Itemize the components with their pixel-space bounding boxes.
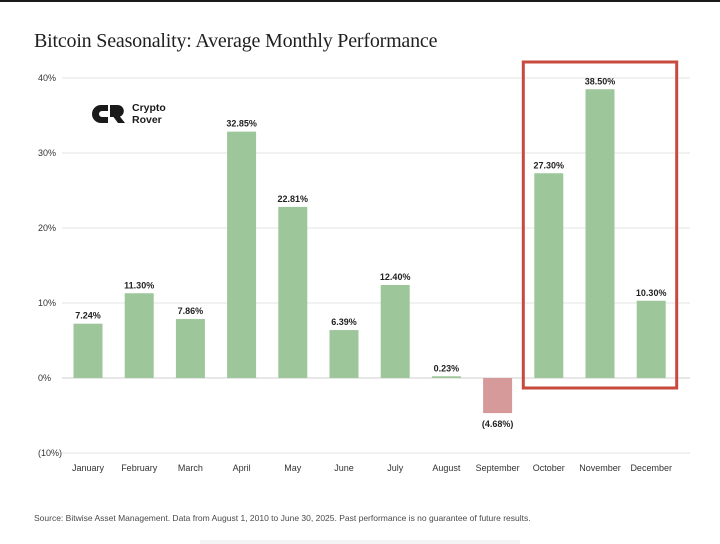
bottom-strip bbox=[200, 540, 520, 544]
bar bbox=[636, 300, 666, 378]
bar bbox=[534, 173, 564, 378]
data-label: 0.23% bbox=[434, 363, 460, 373]
x-tick-label: May bbox=[284, 463, 302, 473]
data-label: 38.50% bbox=[585, 76, 616, 86]
x-tick-label: April bbox=[233, 463, 251, 473]
data-label: 11.30% bbox=[124, 280, 154, 290]
logo-line-2: Rover bbox=[132, 114, 162, 126]
bar bbox=[227, 131, 257, 378]
bar bbox=[124, 293, 154, 378]
bar bbox=[73, 323, 103, 378]
bar bbox=[380, 285, 410, 378]
x-tick-label: September bbox=[476, 463, 520, 473]
bar bbox=[483, 378, 513, 414]
y-tick-label: 30% bbox=[38, 148, 56, 158]
data-label: 32.85% bbox=[226, 119, 257, 129]
data-label: 6.39% bbox=[331, 317, 357, 327]
x-tick-label: August bbox=[432, 463, 461, 473]
x-tick-label: January bbox=[72, 463, 105, 473]
data-label: 10.30% bbox=[636, 288, 667, 298]
bar bbox=[175, 319, 205, 378]
data-label: (4.68%) bbox=[482, 419, 514, 429]
data-label: 12.40% bbox=[380, 272, 411, 282]
data-label: 22.81% bbox=[278, 194, 309, 204]
y-tick-label: 40% bbox=[38, 73, 56, 83]
x-tick-label: December bbox=[630, 463, 672, 473]
bar bbox=[585, 89, 615, 378]
x-tick-label: October bbox=[533, 463, 565, 473]
x-tick-label: November bbox=[579, 463, 621, 473]
data-label: 27.30% bbox=[534, 160, 565, 170]
bar bbox=[431, 376, 461, 378]
chart-title: Bitcoin Seasonality: Average Monthly Per… bbox=[34, 30, 438, 52]
top-rule bbox=[0, 0, 720, 2]
data-label: 7.24% bbox=[75, 311, 101, 321]
crypto-rover-logo: Crypto Rover bbox=[92, 102, 166, 126]
logo-line-1: Crypto bbox=[132, 102, 166, 114]
y-tick-label: 20% bbox=[38, 223, 56, 233]
x-tick-label: March bbox=[178, 463, 203, 473]
source-note: Source: Bitwise Asset Management. Data f… bbox=[34, 513, 531, 523]
x-tick-label: July bbox=[387, 463, 404, 473]
bar bbox=[329, 330, 359, 378]
x-tick-label: June bbox=[334, 463, 354, 473]
bar bbox=[278, 206, 308, 378]
x-tick-label: February bbox=[121, 463, 158, 473]
y-tick-label: (10%) bbox=[38, 448, 62, 458]
highlight-box bbox=[521, 60, 679, 390]
y-tick-label: 0% bbox=[38, 373, 51, 383]
crypto-rover-logo-icon bbox=[92, 105, 125, 123]
y-tick-label: 10% bbox=[38, 298, 56, 308]
data-label: 7.86% bbox=[178, 306, 204, 316]
